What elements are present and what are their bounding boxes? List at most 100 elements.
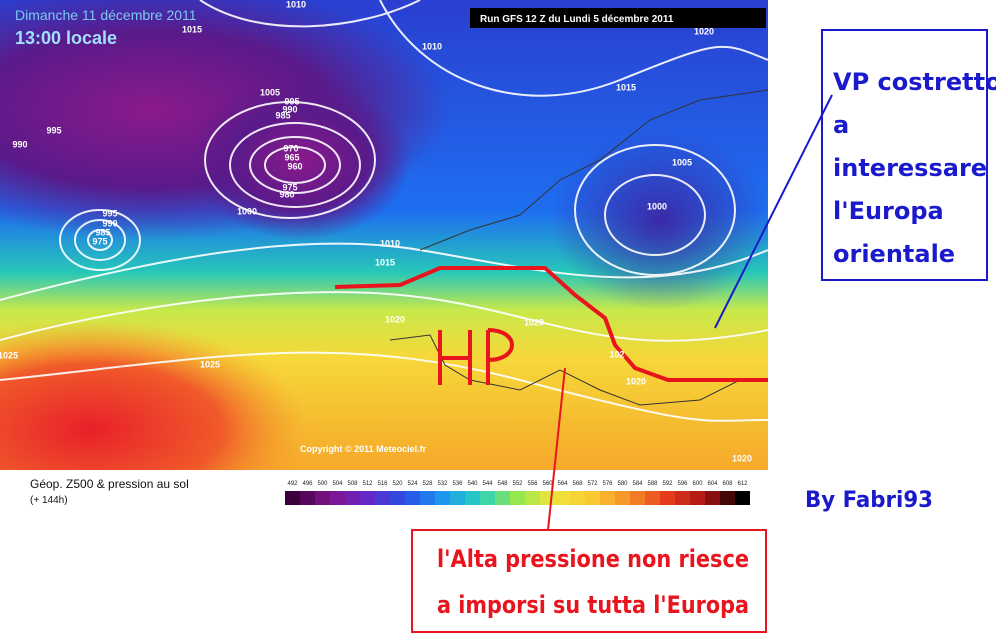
- scale-swatch: [690, 491, 705, 505]
- scale-label: 492: [287, 481, 298, 487]
- scale-label: 592: [662, 481, 673, 487]
- scale-swatch: [450, 491, 465, 505]
- map-time: 13:00 locale: [15, 28, 117, 48]
- hp-text-line: a imporsi su tutta l'Europa: [437, 591, 749, 619]
- scale-swatch: [660, 491, 675, 505]
- vp-text-line: orientale: [833, 240, 955, 268]
- vp-text-line: VP costretto: [833, 68, 996, 96]
- isobar-label: 1010: [380, 238, 400, 248]
- scale-swatch: [315, 491, 330, 505]
- scale-swatch: [330, 491, 345, 505]
- legend-title: Géop. Z500 & pression au sol: [30, 477, 189, 491]
- scale-swatch: [555, 491, 570, 505]
- scale-label: 500: [317, 481, 328, 487]
- scale-swatch: [585, 491, 600, 505]
- scale-label: 516: [377, 481, 388, 487]
- vp-box: [821, 29, 988, 281]
- scale-label: 564: [557, 481, 568, 487]
- isobar-label: 975: [92, 236, 107, 246]
- scale-swatch: [465, 491, 480, 505]
- isobar-label: 995: [46, 125, 61, 135]
- scale-swatch: [570, 491, 585, 505]
- run-box: [470, 8, 766, 28]
- scale-label: 556: [527, 481, 538, 487]
- author: By Fabri93: [805, 488, 933, 513]
- scale-swatch: [360, 491, 375, 505]
- scale-swatch: [390, 491, 405, 505]
- map-date: Dimanche 11 décembre 2011: [15, 7, 197, 23]
- scale-label: 552: [512, 481, 523, 487]
- run-info: Run GFS 12 Z du Lundi 5 décembre 2011: [480, 14, 674, 25]
- isobar-label: 995: [102, 208, 117, 218]
- scale-swatch: [375, 491, 390, 505]
- hp-arrow: [547, 367, 566, 531]
- copyright: Copyright © 2011 Meteociel.fr: [300, 444, 427, 454]
- scale-label: 496: [302, 481, 313, 487]
- vp-text-line: a: [833, 111, 849, 139]
- isobar-label: 975: [282, 182, 297, 192]
- scale-swatch: [645, 491, 660, 505]
- isobar-label: 102: [609, 349, 624, 359]
- isobar-label: 1015: [616, 82, 636, 92]
- scale-label: 560: [542, 481, 553, 487]
- isobar-label: 990: [102, 218, 117, 228]
- scale-swatch: [345, 491, 360, 505]
- scale-swatch: [630, 491, 645, 505]
- scale-label: 548: [497, 481, 508, 487]
- scale-swatch: [525, 491, 540, 505]
- isobar-label: 990: [282, 104, 297, 114]
- scale-swatch: [285, 491, 300, 505]
- scale-swatch: [300, 491, 315, 505]
- scale-swatch: [510, 491, 525, 505]
- isobar-label: 1025: [0, 350, 18, 360]
- vp-text-line: l'Europa: [833, 197, 944, 225]
- scale-label: 584: [632, 481, 643, 487]
- scale-label: 568: [572, 481, 583, 487]
- scale-swatch: [720, 491, 735, 505]
- isobar-label: 980: [279, 189, 294, 199]
- scale-label: 504: [332, 481, 343, 487]
- scale-swatch: [705, 491, 720, 505]
- scale-swatch: [420, 491, 435, 505]
- scale-label: 508: [347, 481, 358, 487]
- scale-label: 588: [647, 481, 658, 487]
- isobar-label: 985: [95, 227, 110, 237]
- scale-swatch: [600, 491, 615, 505]
- isobar-label: 1000: [237, 206, 257, 216]
- scale-label: 544: [482, 481, 493, 487]
- vp-arrow: [714, 94, 833, 329]
- hp-text-line: l'Alta pressione non riesce: [437, 545, 749, 573]
- scale-label: 576: [602, 481, 613, 487]
- scale-swatch: [495, 491, 510, 505]
- scale-label: 580: [617, 481, 628, 487]
- scale-label: 600: [692, 481, 703, 487]
- scale-label: 536: [452, 481, 463, 487]
- scale-label: 604: [707, 481, 718, 487]
- isobar-label: 1025: [200, 359, 220, 369]
- scale-swatch: [435, 491, 450, 505]
- scale-label: 512: [362, 481, 373, 487]
- scale-swatch: [615, 491, 630, 505]
- hp-box: [411, 529, 767, 633]
- scale-label: 528: [422, 481, 433, 487]
- isobar-label: 1020: [524, 317, 544, 327]
- scale-label: 612: [737, 481, 748, 487]
- scale-label: 608: [722, 481, 733, 487]
- vp-text-line: interessare: [833, 154, 987, 182]
- isobar-label: 1020: [732, 453, 752, 463]
- legend-lead: (+ 144h): [30, 495, 68, 506]
- scale-swatch: [675, 491, 690, 505]
- isobar-label: 960: [287, 161, 302, 171]
- scale-label: 572: [587, 481, 598, 487]
- scale-label: 520: [392, 481, 403, 487]
- isobar-label: 1020: [385, 314, 405, 324]
- scale-label: 596: [677, 481, 688, 487]
- scale-swatch: [480, 491, 495, 505]
- isobar-label: 1020: [694, 26, 714, 36]
- scale-label: 524: [407, 481, 418, 487]
- isobar-label: 1005: [672, 157, 692, 167]
- isobar-label: 1015: [375, 257, 395, 267]
- isobar-label: 1010: [422, 41, 442, 51]
- scale-label: 540: [467, 481, 478, 487]
